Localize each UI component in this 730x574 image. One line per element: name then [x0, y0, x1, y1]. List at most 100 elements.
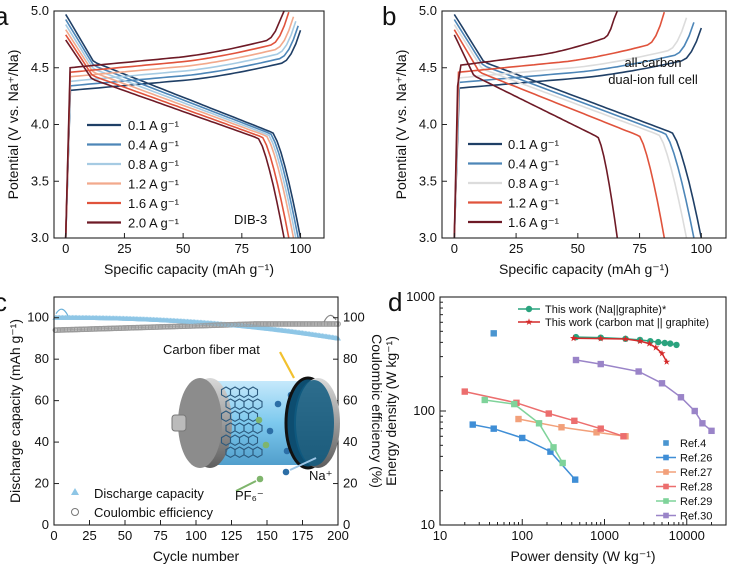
cell-terminal — [171, 414, 187, 432]
series-charge-curve — [64, 11, 290, 239]
x-axis-label: Cycle number — [153, 548, 240, 564]
data-point — [519, 434, 526, 442]
data-point — [511, 400, 518, 408]
panel-b-curves — [453, 10, 703, 239]
y-tick-label: 1000 — [406, 289, 435, 304]
x-tick-label: 100 — [185, 528, 207, 543]
data-point — [645, 339, 653, 347]
data-point — [571, 417, 578, 425]
x-tick-label: 75 — [153, 528, 167, 543]
data-point — [571, 476, 579, 483]
y-tick-label: 3.0 — [419, 230, 437, 245]
right-axis-arrow — [323, 314, 337, 323]
legend-label: 1.6 A g⁻¹ — [508, 215, 560, 230]
legend-label: Discharge capacity — [94, 486, 204, 501]
legend-label: 1.6 A g⁻¹ — [128, 196, 180, 211]
data-point — [673, 341, 680, 349]
series-discharge-curve — [453, 19, 695, 239]
legend-marker — [663, 483, 669, 490]
y-tick-label: 80 — [35, 351, 49, 366]
data-point — [490, 425, 497, 432]
y-tick-label: 5.0 — [419, 3, 437, 18]
x-tick-label: 75 — [632, 241, 646, 256]
series-charge-curve — [64, 30, 302, 239]
series-charge-curve — [64, 20, 297, 239]
panel-annotation: dual-ion full cell — [608, 72, 698, 87]
y-tick-label: 0 — [42, 517, 49, 532]
y-axis-label: Discharge capacity (mAh g⁻¹) — [7, 319, 23, 503]
x-tick-label: 10000 — [669, 528, 705, 543]
mat-pointer-line — [279, 351, 295, 379]
x-axis-label: Specific capacity (mAh g⁻¹) — [499, 261, 669, 277]
data-point — [658, 349, 666, 357]
data-point — [677, 394, 685, 401]
data-point — [593, 429, 600, 436]
data-point — [622, 335, 629, 342]
y-tick-label: 3.5 — [419, 173, 437, 188]
series-charge-curve — [64, 10, 285, 239]
y-tick-label: 40 — [35, 434, 49, 449]
panel-letter: a — [0, 1, 9, 31]
series-charge-curve — [453, 17, 688, 239]
legend-label: 0.8 A g⁻¹ — [508, 176, 560, 191]
data-point — [547, 448, 554, 455]
cation-sphere — [282, 468, 290, 476]
panel-a-curves — [64, 10, 302, 239]
series-discharge-curve — [65, 34, 290, 239]
data-point — [481, 396, 488, 404]
ion-sphere — [262, 441, 270, 449]
legend-label: 1.2 A g⁻¹ — [128, 177, 180, 192]
data-point — [535, 420, 543, 427]
legend-label: 0.1 A g⁻¹ — [508, 137, 560, 152]
graphite-hexagon — [252, 398, 263, 411]
ion-sphere — [274, 400, 282, 408]
inset-label-na: Na⁺ — [309, 468, 332, 483]
data-point — [661, 339, 668, 347]
graphite-hexagon — [252, 422, 263, 435]
anion-sphere — [256, 475, 264, 483]
data-point — [572, 356, 580, 364]
y-tick-label: 4.5 — [31, 60, 49, 75]
legend-marker — [663, 440, 669, 446]
cation-arrow — [289, 457, 317, 471]
y-tick-label: 100 — [413, 403, 435, 418]
legend-marker — [663, 454, 669, 461]
panel-letter: d — [388, 287, 402, 317]
data-point — [558, 424, 565, 431]
x-tick-label: 25 — [117, 241, 131, 256]
inset-label-pf6: PF₆⁻ — [235, 488, 264, 503]
legend-marker — [663, 512, 669, 519]
x-tick-label: 0 — [451, 241, 458, 256]
series-line — [575, 359, 712, 432]
data-point — [597, 425, 604, 432]
y-axis-label: Potential (V vs. Na⁺/Na) — [393, 50, 409, 200]
panel-letter: c — [0, 287, 7, 317]
data-point — [708, 427, 715, 435]
legend-label: Ref.27 — [680, 467, 712, 479]
panel-annotation: DIB-3 — [234, 212, 267, 227]
legend-marker — [663, 498, 669, 504]
data-point — [636, 337, 644, 345]
y2-tick-label: 100 — [343, 310, 365, 325]
y-tick-label: 3.0 — [31, 230, 49, 245]
legend-label: 2.0 A g⁻¹ — [128, 216, 180, 231]
data-point — [550, 444, 557, 451]
x-tick-label: 10 — [433, 528, 447, 543]
legend-label: This work (Na||graphite)* — [545, 304, 667, 316]
x-tick-label: 100 — [290, 241, 312, 256]
legend-marker — [525, 305, 533, 313]
ion-sphere — [255, 416, 263, 424]
legend-label: Ref.4 — [680, 438, 706, 450]
data-point — [658, 380, 666, 387]
y-tick-label: 4.0 — [31, 117, 49, 132]
x-tick-label: 200 — [327, 528, 349, 543]
data-point — [691, 407, 698, 415]
data-point — [655, 338, 662, 346]
series-discharge-curve — [65, 13, 302, 239]
data-point — [461, 388, 468, 395]
data-point — [597, 334, 605, 342]
data-point — [490, 330, 497, 337]
legend-label: Ref.26 — [680, 453, 712, 465]
series-charge-curve — [453, 10, 619, 239]
y2-tick-label: 40 — [343, 434, 357, 449]
